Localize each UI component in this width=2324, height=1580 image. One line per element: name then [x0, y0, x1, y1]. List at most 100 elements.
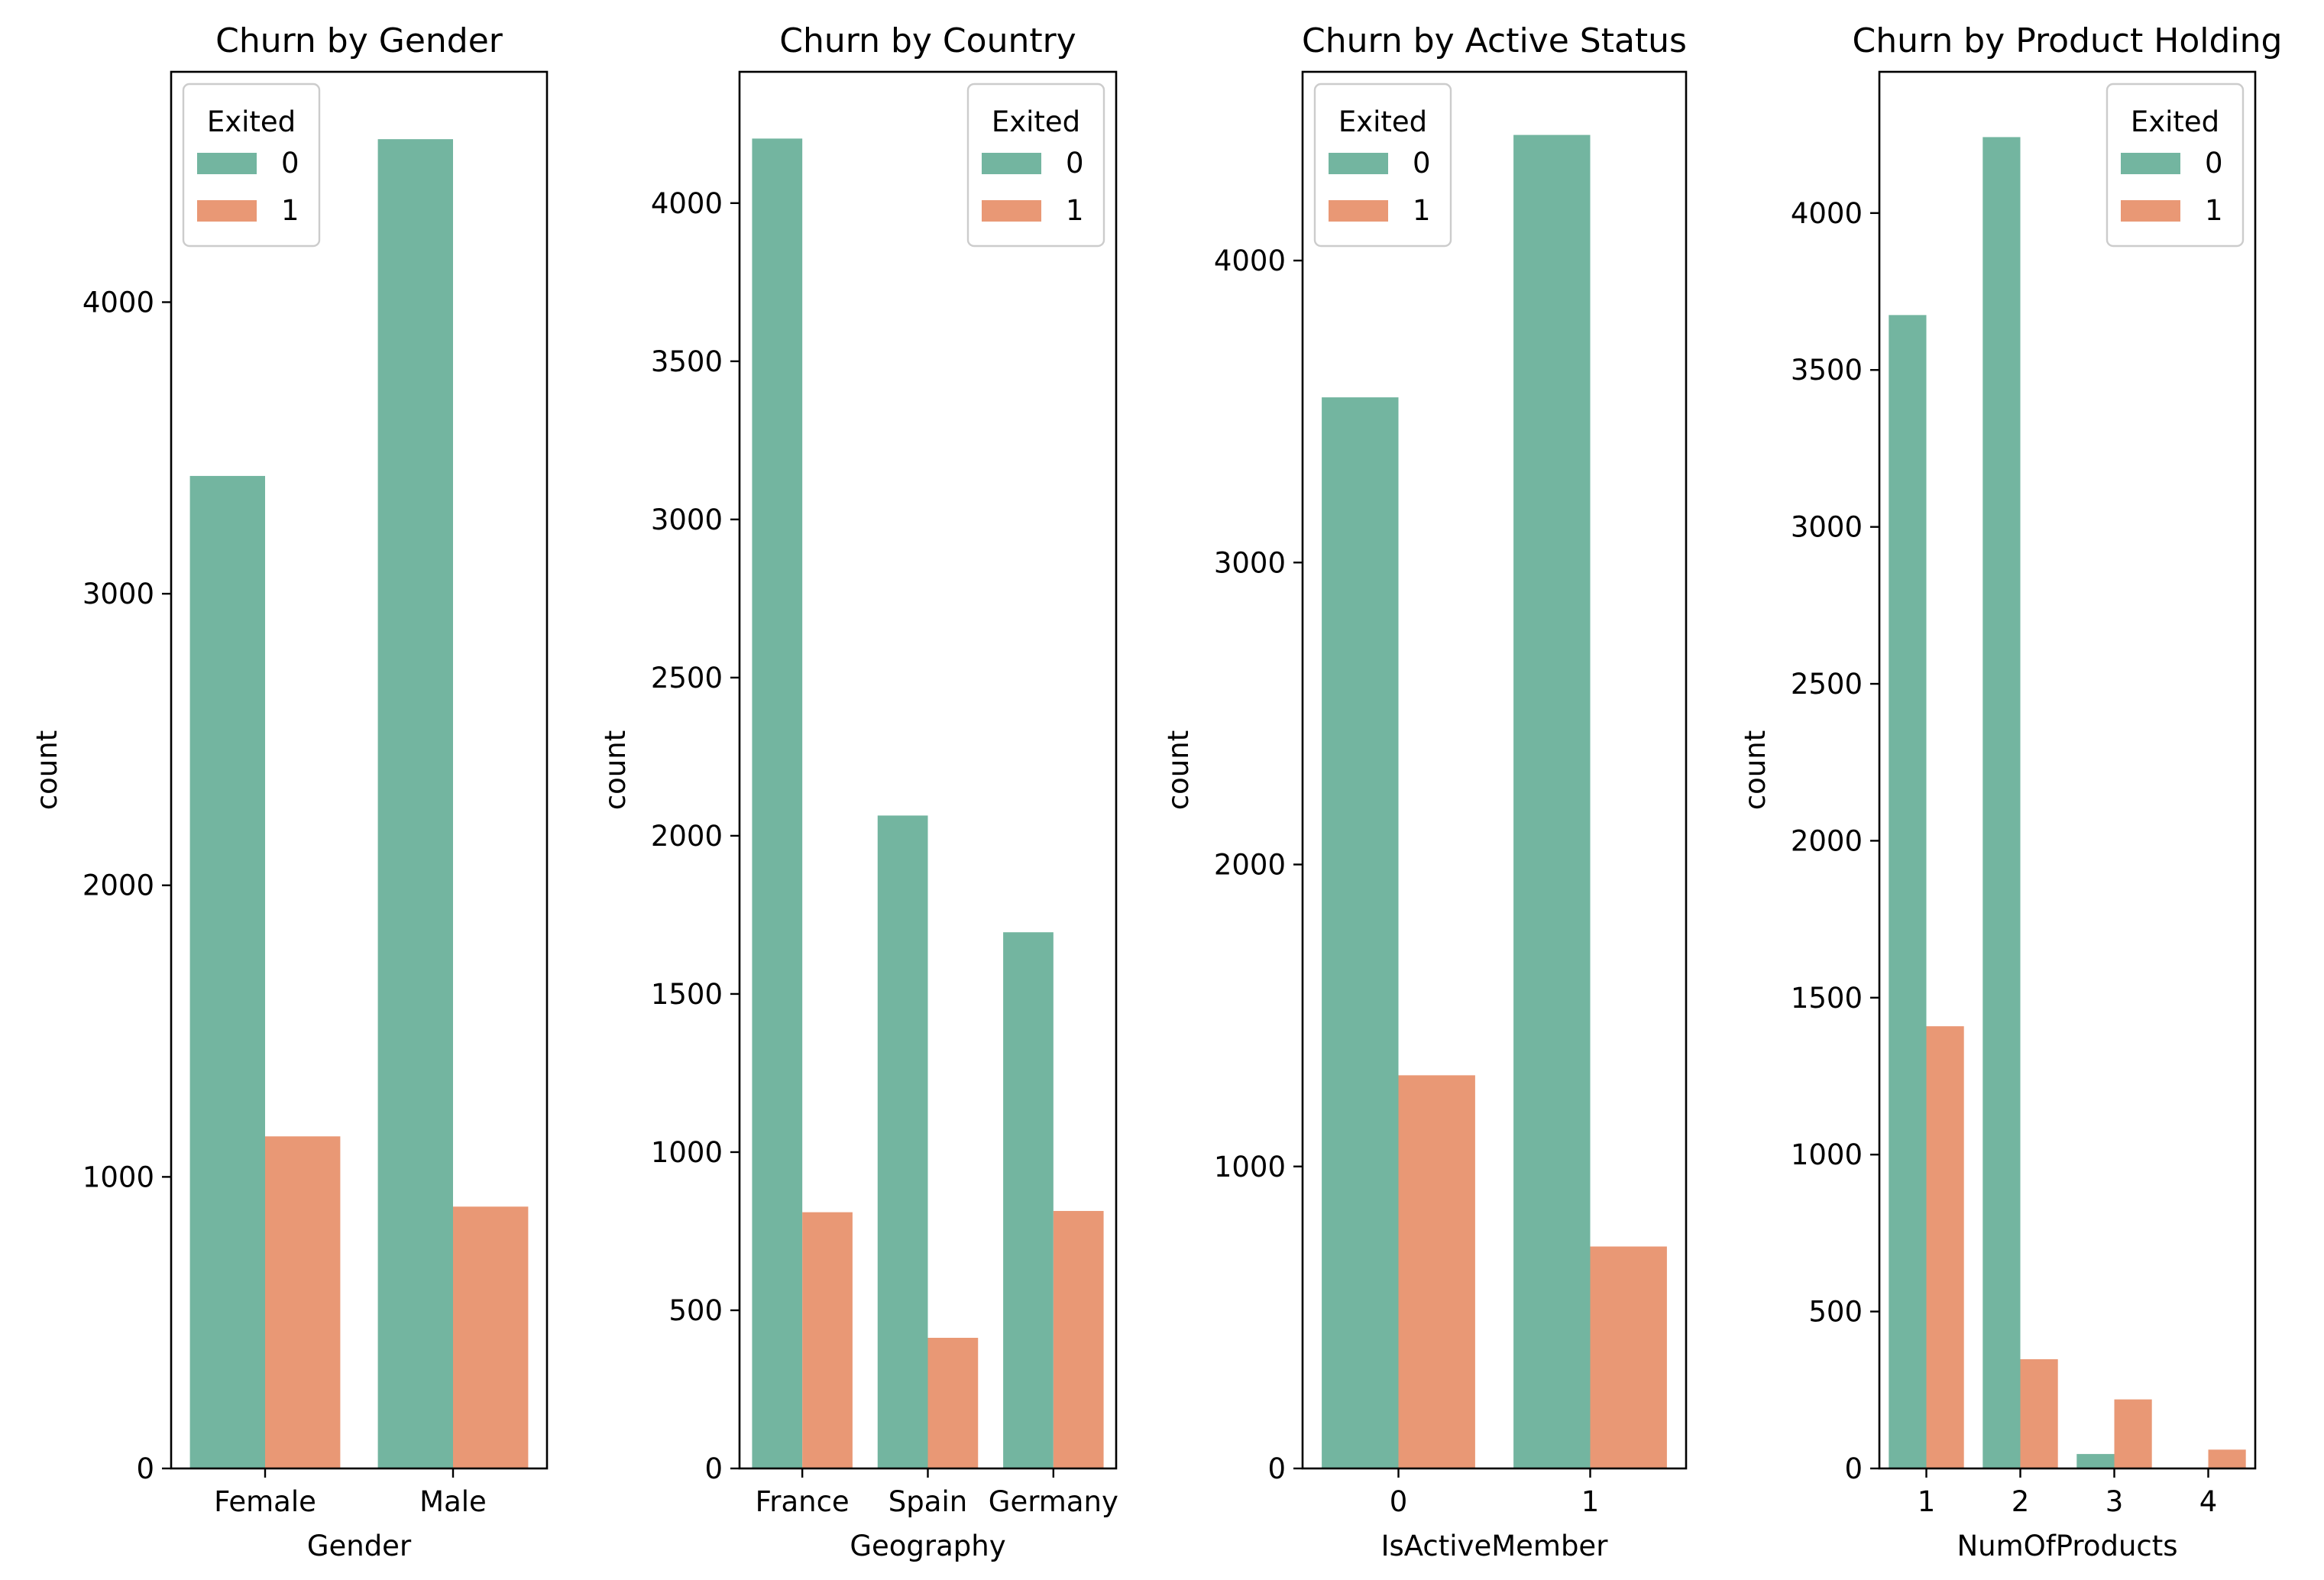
- y-tick-label: 0: [1267, 1452, 1286, 1485]
- legend-title: Exited: [207, 105, 296, 138]
- bar-exited-0-france: [752, 138, 803, 1469]
- x-tick-label: Female: [214, 1485, 316, 1518]
- bar-exited-0-3: [2076, 1454, 2115, 1468]
- bar-exited-0-1: [1513, 134, 1591, 1468]
- x-tick-label: 3: [2106, 1485, 2124, 1518]
- chart-title: Churn by Product Holding: [1853, 21, 2283, 60]
- legend: Exited 0 1: [182, 83, 321, 248]
- y-tick-label: 3000: [1214, 546, 1286, 579]
- x-axis-label: Geography: [850, 1530, 1005, 1562]
- bar-exited-0-germany: [1003, 932, 1054, 1468]
- legend-label-exited-1: 1: [281, 194, 299, 227]
- legend-swatch-exited-0: [982, 153, 1041, 174]
- y-tick-label: 500: [1808, 1296, 1863, 1329]
- legend-title: Exited: [992, 105, 1080, 138]
- bar-exited-1-1: [1590, 1246, 1667, 1468]
- legend: Exited 0 1: [2106, 83, 2245, 248]
- y-tick-label: 1000: [83, 1161, 154, 1193]
- bar-exited-0-spain: [877, 815, 928, 1468]
- y-tick-label: 2000: [651, 820, 723, 853]
- legend-swatch-exited-1: [197, 200, 257, 222]
- bar-exited-0-male: [377, 139, 453, 1469]
- bar-exited-1-3: [2114, 1399, 2152, 1468]
- y-tick-label: 3500: [1791, 354, 1863, 387]
- legend-label-exited-1: 1: [2205, 194, 2223, 227]
- y-tick-label: 1500: [651, 978, 723, 1011]
- bar-exited-1-male: [453, 1206, 529, 1468]
- legend-swatch-exited-0: [2121, 153, 2180, 174]
- bar-exited-1-4: [2208, 1449, 2246, 1468]
- chart-title: Churn by Active Status: [1302, 21, 1687, 60]
- x-axis-label: NumOfProducts: [1957, 1530, 2177, 1562]
- y-axis-label: count: [599, 730, 632, 810]
- bar-exited-1-0: [1398, 1075, 1475, 1468]
- legend-title: Exited: [1338, 105, 1427, 138]
- legend-swatch-exited-0: [197, 153, 257, 174]
- legend-label-exited-0: 0: [2205, 147, 2223, 180]
- legend-swatch-exited-0: [1329, 153, 1388, 174]
- bar-exited-1-1: [1926, 1026, 1964, 1468]
- x-tick-label: 2: [2012, 1485, 2030, 1518]
- y-axis-label: count: [1162, 730, 1195, 810]
- chart-title: Churn by Gender: [215, 21, 503, 60]
- bar-exited-1-2: [2020, 1359, 2058, 1468]
- x-axis-label: IsActiveMember: [1381, 1530, 1609, 1562]
- bar-exited-0-1: [1889, 315, 1927, 1468]
- bar-exited-0-0: [1322, 397, 1399, 1468]
- y-tick-label: 0: [1844, 1452, 1863, 1485]
- y-tick-label: 2000: [1791, 824, 1863, 857]
- y-tick-label: 500: [668, 1294, 723, 1327]
- y-tick-label: 4000: [651, 187, 723, 220]
- axes-frame: [1878, 70, 2257, 1470]
- x-tick-label: Spain: [888, 1485, 967, 1518]
- y-tick-label: 3000: [1791, 511, 1863, 544]
- legend-label-exited-0: 0: [1066, 147, 1084, 180]
- legend-label-exited-0: 0: [1413, 147, 1431, 180]
- y-tick-label: 0: [704, 1452, 723, 1485]
- legend-title: Exited: [2131, 105, 2219, 138]
- chart-panel-1: 0 1000 2000 3000 4000 Female Male Churn by Gend…: [31, 21, 549, 1562]
- x-tick-label: France: [756, 1485, 850, 1518]
- bar-exited-1-france: [802, 1212, 853, 1468]
- legend-label-exited-0: 0: [281, 147, 299, 180]
- bar-exited-1-germany: [1053, 1210, 1104, 1468]
- legend-swatch-exited-1: [1329, 200, 1388, 222]
- chart-panel-3: 0 1000 2000 3000 4000 0 1 Churn by Active Statu…: [1162, 21, 1688, 1562]
- y-tick-label: 0: [136, 1452, 154, 1485]
- chart-panel-2: 0 500 1000 1500 2000 2500 3000 3500 4000 France Sp…: [599, 21, 1118, 1562]
- y-tick-label: 2000: [83, 869, 154, 902]
- y-tick-label: 4000: [1791, 197, 1863, 230]
- y-tick-label: 1000: [651, 1136, 723, 1169]
- x-tick-label: 1: [1918, 1485, 1936, 1518]
- y-tick-label: 2500: [1791, 668, 1863, 701]
- axes-frame: [1301, 70, 1688, 1470]
- bar-exited-1-female: [265, 1136, 341, 1468]
- x-axis-label: Gender: [307, 1530, 412, 1562]
- y-tick-label: 3000: [83, 578, 154, 610]
- y-tick-label: 4000: [1214, 244, 1286, 277]
- y-tick-label: 2000: [1214, 849, 1286, 882]
- legend-label-exited-1: 1: [1066, 194, 1084, 227]
- x-tick-label: 0: [1390, 1485, 1408, 1518]
- chart-title: Churn by Country: [779, 21, 1076, 60]
- y-tick-label: 4000: [83, 286, 154, 319]
- y-tick-label: 1500: [1791, 982, 1863, 1015]
- y-tick-label: 3000: [651, 503, 723, 536]
- legend-swatch-exited-1: [2121, 200, 2180, 222]
- x-tick-label: Male: [419, 1485, 487, 1518]
- bar-exited-0-female: [189, 475, 265, 1468]
- legend-swatch-exited-1: [982, 200, 1041, 222]
- bar-exited-0-2: [1983, 137, 2021, 1468]
- legend: Exited 0 1: [966, 83, 1105, 248]
- bar-exited-1-spain: [927, 1338, 979, 1468]
- y-axis-label: count: [1739, 730, 1772, 810]
- y-tick-label: 2500: [651, 662, 723, 694]
- axes-frame: [170, 70, 549, 1470]
- y-tick-label: 1000: [1214, 1151, 1286, 1183]
- x-tick-label: Germany: [989, 1485, 1118, 1518]
- y-tick-label: 3500: [651, 345, 723, 378]
- chart-panel-4: 0 500 1000 1500 2000 2500 3000 3500 4000 1 2 3 4 Chur…: [1739, 21, 2282, 1562]
- x-tick-label: 4: [2199, 1485, 2218, 1518]
- x-tick-label: 1: [1581, 1485, 1600, 1518]
